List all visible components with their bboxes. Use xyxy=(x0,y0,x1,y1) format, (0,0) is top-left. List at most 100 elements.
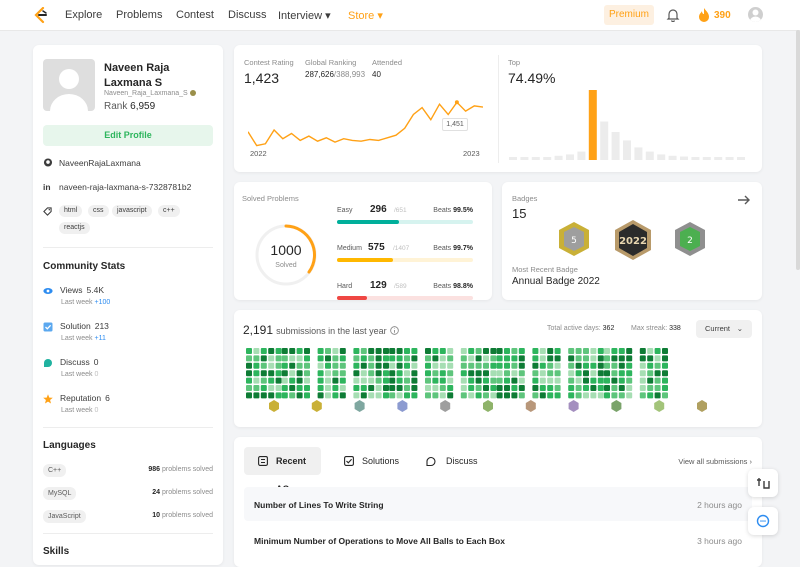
info-icon[interactable] xyxy=(389,326,399,335)
heatmap-cell xyxy=(317,355,324,362)
heatmap-cell xyxy=(411,362,418,369)
heatmap-cell xyxy=(518,385,525,391)
skill-tag[interactable]: reactjs xyxy=(59,222,90,234)
edit-profile-button[interactable]: Edit Profile xyxy=(43,125,213,146)
heatmap-cell xyxy=(411,385,418,391)
heatmap-cell xyxy=(626,348,633,354)
heatmap-cell xyxy=(554,370,561,377)
fire-icon[interactable] xyxy=(698,8,710,22)
difficulty-name: Easy xyxy=(337,207,353,214)
heatmap-cell xyxy=(647,392,654,399)
rating-histogram[interactable] xyxy=(509,90,751,160)
heatmap-cell xyxy=(325,392,331,399)
month-badge-icon xyxy=(697,400,707,412)
heatmap-cell xyxy=(604,392,610,399)
user-avatar-icon[interactable] xyxy=(748,7,763,22)
linkedin-link[interactable]: in naveen-raja-laxmana-s-7328781b2 xyxy=(43,182,192,192)
tab-discuss[interactable]: Discuss xyxy=(416,447,478,475)
tab-solutions[interactable]: Solutions xyxy=(334,447,404,475)
verified-icon xyxy=(189,90,196,97)
chat-button[interactable] xyxy=(748,507,778,535)
heatmap-cell xyxy=(639,348,646,354)
bell-icon[interactable] xyxy=(666,8,680,22)
streak-count[interactable]: 390 xyxy=(714,10,731,21)
heatmap-cell xyxy=(547,355,554,362)
global-ranking-label: Global Ranking xyxy=(305,58,357,67)
divider xyxy=(43,247,213,248)
rating-point xyxy=(454,100,459,105)
heatmap-cell xyxy=(547,370,554,377)
profile-name: Naveen Raja Laxmana S xyxy=(104,62,170,89)
attended-label: Attended xyxy=(372,58,403,67)
top-percentage: 74.49% xyxy=(508,70,556,86)
histogram-bar xyxy=(588,90,597,160)
heatmap-cell xyxy=(583,377,589,384)
badges-count: 15 xyxy=(512,206,527,221)
nav-contest[interactable]: Contest xyxy=(176,9,214,21)
heatmap-cell xyxy=(404,370,410,377)
arrow-right-icon[interactable] xyxy=(737,194,751,206)
heatmap-cell xyxy=(360,385,367,391)
nav-discuss[interactable]: Discuss xyxy=(228,9,267,21)
badge-icon[interactable]: 2 xyxy=(672,220,708,258)
nav-explore[interactable]: Explore xyxy=(65,9,103,21)
month-badge-icon xyxy=(269,400,279,412)
heatmap-cell xyxy=(325,362,331,369)
skill-tag[interactable]: css xyxy=(88,205,109,217)
rating-line-chart[interactable] xyxy=(248,99,483,149)
table-row[interactable]: Number of Lines To Write String 2 hours a… xyxy=(244,487,752,521)
heatmap-cell xyxy=(268,370,275,377)
heatmap-cell xyxy=(604,362,610,369)
heatmap-cell xyxy=(539,377,546,384)
heatmap-cell xyxy=(425,362,431,369)
heatmap-cell xyxy=(460,370,467,377)
period-select[interactable]: Current ⌄ xyxy=(696,320,752,338)
recent-card: Recent AC Solutions Discuss View all sub… xyxy=(234,437,762,567)
skill-tag[interactable]: c++ xyxy=(158,205,180,217)
scrollbar[interactable] xyxy=(796,30,800,270)
table-row[interactable]: Minimum Number of Operations to Move All… xyxy=(254,536,742,546)
heatmap-cell xyxy=(654,348,661,354)
heatmap-cell xyxy=(389,377,396,384)
month-badge-icon xyxy=(568,400,579,412)
skill-tag[interactable]: html xyxy=(59,205,83,217)
language-row: MySQL 24 problems solved xyxy=(43,486,213,502)
heatmap-cell xyxy=(604,377,610,384)
discuss-icon xyxy=(426,457,436,467)
skill-tag[interactable]: javascript xyxy=(112,205,152,217)
month-badge-icon xyxy=(483,400,493,412)
submission-heatmap[interactable] xyxy=(246,348,752,420)
heatmap-cell xyxy=(647,355,654,362)
heatmap-cell xyxy=(490,355,497,362)
leetcode-logo-icon[interactable] xyxy=(33,7,49,24)
heatmap-cell xyxy=(496,392,503,399)
nav-store[interactable]: Store ▾ xyxy=(348,10,383,22)
heatmap-cell xyxy=(368,370,375,377)
annual-badge-2022-icon[interactable]: 2022 xyxy=(612,218,654,262)
heatmap-cell xyxy=(654,355,661,362)
heatmap-cell xyxy=(404,385,410,391)
heatmap-cell xyxy=(575,355,582,362)
heatmap-cell xyxy=(539,370,546,377)
heatmap-cell xyxy=(304,392,310,399)
heatmap-cell xyxy=(275,362,282,369)
heatmap-cell xyxy=(518,392,525,399)
nav-problems[interactable]: Problems xyxy=(116,9,163,21)
heatmap-cell xyxy=(490,377,497,384)
github-link[interactable]: NaveenRajaLaxmana xyxy=(43,158,141,168)
view-all-submissions-link[interactable]: View all submissions › xyxy=(678,457,752,466)
heatmap-cell xyxy=(483,392,489,399)
attended-value: 40 xyxy=(372,70,381,79)
heatmap-cell xyxy=(568,377,575,384)
premium-button[interactable]: Premium xyxy=(604,5,654,25)
heatmap-cell xyxy=(253,392,260,399)
heatmap-cell xyxy=(475,348,482,354)
feedback-button[interactable] xyxy=(748,469,778,497)
badge-icon[interactable]: 5 xyxy=(556,220,592,258)
profile-card: Naveen Raja Laxmana S Naveen_Raja_Laxman… xyxy=(33,45,223,565)
heatmap-cell xyxy=(483,370,489,377)
nav-interview[interactable]: Interview ▾ xyxy=(278,10,331,22)
heatmap-cell xyxy=(511,362,518,369)
heatmap-cell xyxy=(590,370,597,377)
tab-recent-ac[interactable]: Recent AC xyxy=(244,447,321,494)
